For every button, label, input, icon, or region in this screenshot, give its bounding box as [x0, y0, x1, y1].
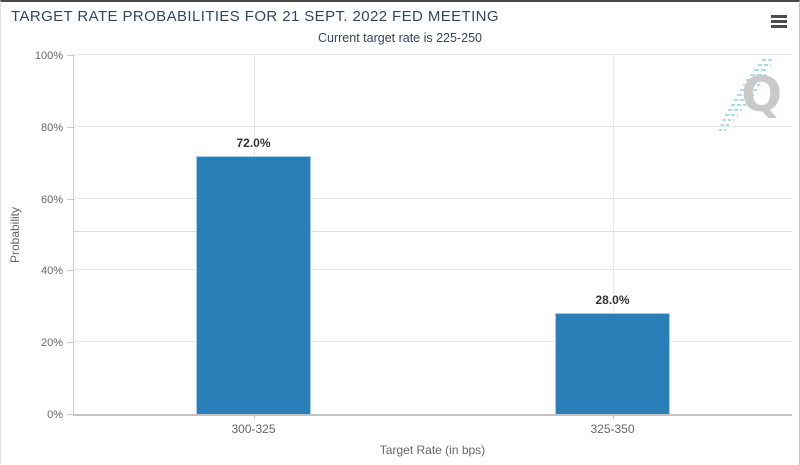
y-axis-tick — [67, 55, 74, 56]
y-axis-tick — [67, 270, 74, 272]
y-tick-label: 100% — [34, 50, 63, 62]
quikstrike-watermark-icon: Q — [712, 57, 784, 137]
gridline-vertical — [612, 55, 614, 414]
x-axis-tick — [612, 414, 614, 419]
chart-subtitle: Current target rate is 225-250 — [318, 31, 482, 45]
y-axis-tick — [67, 126, 74, 128]
y-tick-label: 40% — [40, 265, 63, 278]
x-axis-title: Target Rate (in bps) — [379, 443, 486, 457]
y-axis-title: Probability — [8, 206, 22, 264]
y-axis-tick — [67, 414, 74, 415]
x-axis-tick — [253, 414, 255, 419]
bar-300-325[interactable] — [196, 155, 311, 414]
page-title: TARGET RATE PROBABILITIES FOR 21 SEPT. 2… — [11, 8, 499, 25]
hamburger-bar — [771, 20, 787, 23]
gridline-horizontal — [74, 197, 792, 199]
gridline-horizontal — [74, 341, 792, 343]
y-tick-label: 20% — [40, 337, 63, 350]
bar-group: 72.0% — [196, 55, 311, 414]
gridline-horizontal — [74, 269, 792, 271]
bar-group: 28.0% — [555, 55, 670, 414]
hamburger-bar — [771, 15, 787, 18]
plot-area: Q 0% 20% 40% 60% 80% 100% 300-325 72.0% 325-350 2… — [35, 50, 792, 436]
bar-value-label: 28.0% — [595, 293, 630, 308]
x-tick-label: 300-325 — [231, 422, 276, 436]
y-axis-tick — [67, 198, 74, 200]
y-tick-label: 0% — [47, 409, 63, 421]
watermark-letter: Q — [741, 67, 782, 123]
gridline-horizontal — [74, 125, 792, 127]
hamburger-bar — [771, 25, 787, 28]
bar-325-350[interactable] — [555, 313, 670, 414]
x-tick-label: 325-350 — [590, 422, 635, 436]
y-tick-label: 80% — [40, 121, 63, 134]
reference-line — [74, 230, 792, 232]
y-axis-tick — [67, 342, 74, 344]
y-tick-label: 60% — [40, 193, 63, 206]
bar-value-label: 72.0% — [236, 135, 271, 150]
hamburger-menu-icon[interactable] — [771, 15, 787, 28]
